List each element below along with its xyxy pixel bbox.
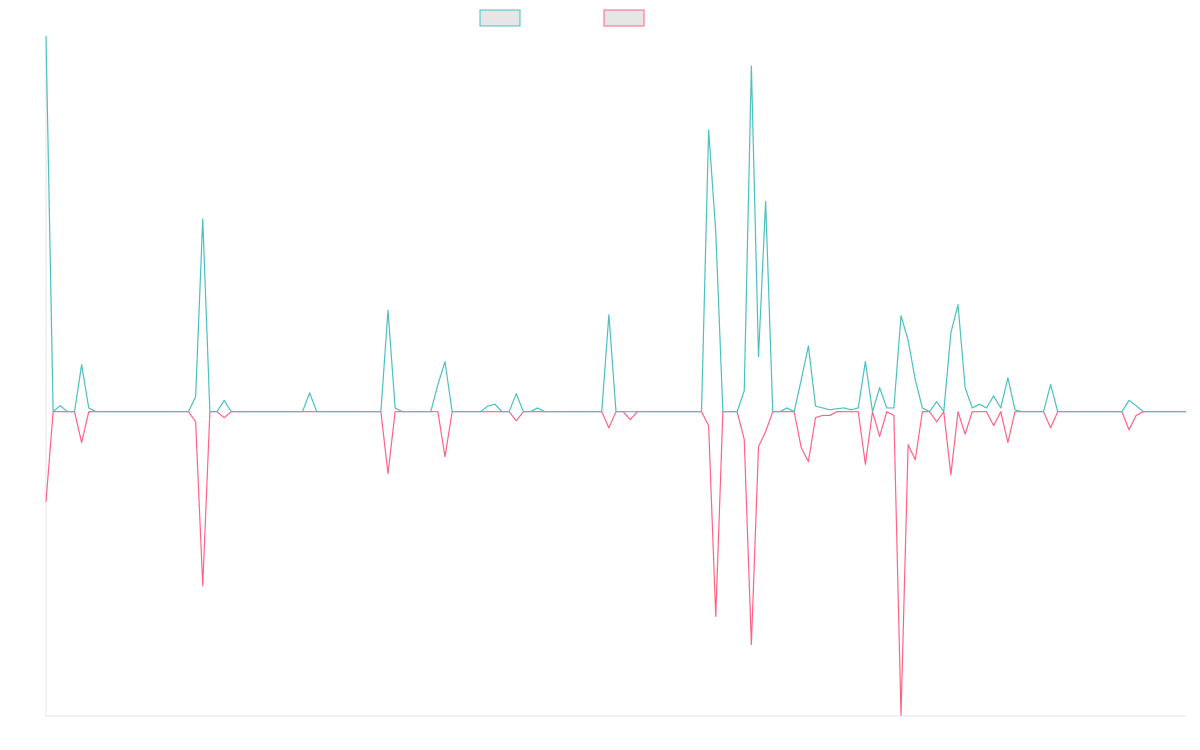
legend-swatch: [603, 9, 645, 27]
series-line: [45, 35, 1186, 413]
series-line: [45, 411, 1186, 716]
legend-swatch: [479, 9, 521, 27]
